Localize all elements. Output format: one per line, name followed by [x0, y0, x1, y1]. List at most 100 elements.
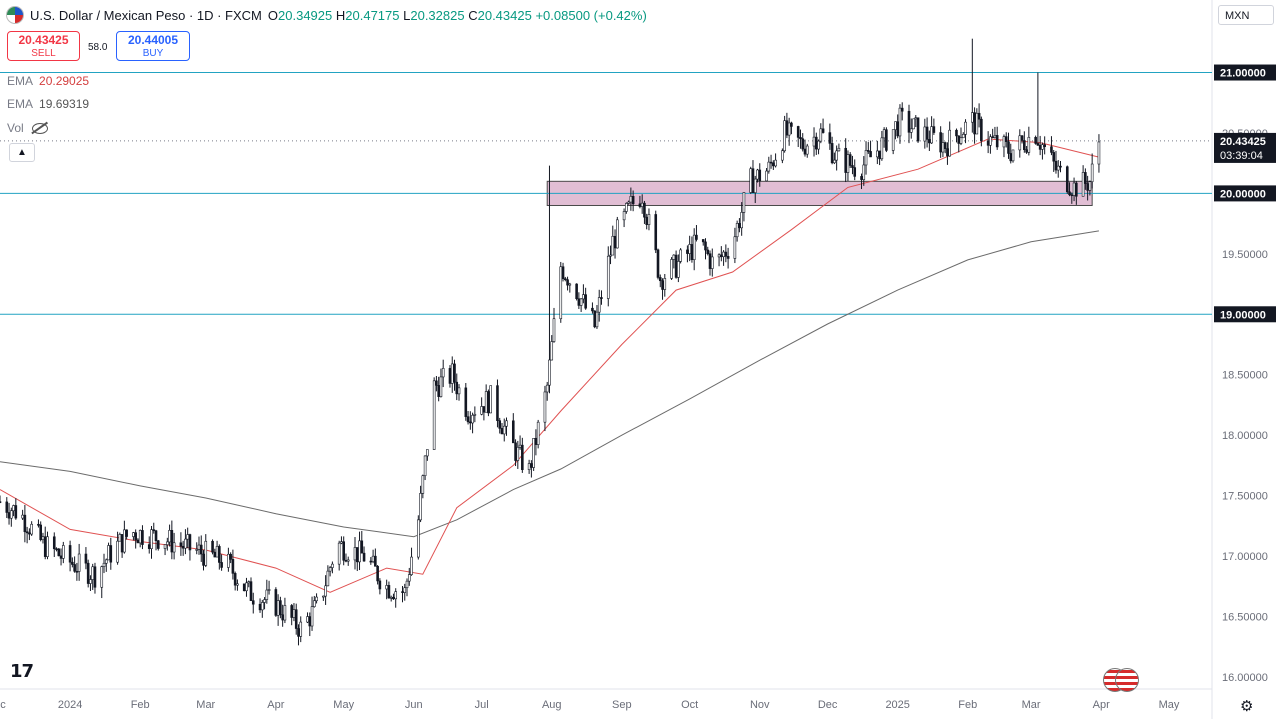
- high-value: 20.47175: [345, 7, 400, 23]
- candle-body: [218, 546, 221, 563]
- candle-body: [986, 140, 990, 146]
- candle-body: [753, 178, 757, 193]
- candle-body: [188, 534, 192, 551]
- candle-body: [448, 368, 452, 384]
- candle-body: [75, 570, 79, 573]
- candle-body: [582, 294, 585, 300]
- candle-body: [102, 562, 106, 567]
- candle-body: [686, 249, 689, 254]
- candle-body: [516, 446, 520, 461]
- candle-body: [670, 259, 673, 279]
- candle-body: [638, 203, 642, 207]
- hidden-eye-icon[interactable]: [31, 123, 48, 135]
- candle-body: [543, 391, 547, 423]
- ohlc-values: O20.34925 H20.47175 L20.32825 C20.43425 …: [268, 8, 647, 23]
- candle-body: [532, 438, 535, 468]
- candle-body: [227, 553, 230, 568]
- candle-body: [52, 536, 56, 550]
- candle-body: [925, 126, 929, 140]
- candle-body: [181, 545, 185, 549]
- candle-body: [197, 544, 201, 550]
- candle-body: [695, 234, 698, 240]
- tradingview-logo-icon[interactable]: 17: [10, 661, 34, 682]
- candle-body: [1068, 191, 1071, 196]
- candle-body: [152, 529, 156, 532]
- candle-body: [220, 562, 223, 568]
- candle-body: [767, 161, 771, 172]
- y-tick-label: 17.00000: [1222, 551, 1268, 563]
- collapse-legend-button[interactable]: ▲: [9, 143, 35, 162]
- candle-body: [701, 239, 705, 243]
- candle-body: [163, 544, 167, 549]
- buy-button[interactable]: 20.44005 BUY: [116, 31, 190, 61]
- candle-body: [817, 140, 820, 150]
- candle-body: [1027, 136, 1031, 153]
- candle-body: [482, 406, 486, 413]
- candle-body: [876, 150, 879, 158]
- candle-body: [104, 559, 108, 564]
- candle-body: [346, 559, 350, 562]
- candle-body: [134, 532, 137, 541]
- candle-body: [199, 544, 203, 555]
- candle-body: [552, 318, 556, 342]
- candle-body: [980, 118, 983, 142]
- candle-body: [362, 552, 366, 562]
- candle-body: [1088, 181, 1092, 191]
- symbol-title[interactable]: U.S. Dollar / Mexican Peso · 1D · FXCM: [30, 7, 262, 23]
- settings-gear-icon[interactable]: ⚙: [1240, 698, 1254, 715]
- candle-body: [803, 148, 807, 155]
- candle-body: [964, 121, 967, 135]
- candle-body: [550, 341, 554, 361]
- candle-body: [613, 235, 617, 249]
- candle-body: [606, 255, 610, 299]
- candle-body: [765, 170, 768, 182]
- candle-body: [437, 385, 440, 397]
- candle-body: [932, 126, 936, 133]
- candle-body: [41, 536, 45, 540]
- candle-body: [692, 234, 696, 260]
- candle-body: [279, 600, 282, 616]
- candle-body: [435, 380, 438, 386]
- candle-body: [344, 559, 348, 562]
- candle-body: [455, 381, 459, 395]
- candle-body: [708, 253, 712, 269]
- candle-body: [116, 540, 119, 563]
- candle-body: [1075, 182, 1078, 197]
- currency-selector[interactable]: MXN: [1218, 5, 1274, 25]
- candle-body: [123, 529, 126, 553]
- volume-legend[interactable]: Vol: [7, 121, 48, 135]
- candle-body: [315, 596, 318, 602]
- candle-body: [170, 530, 174, 553]
- x-tick-label: Nov: [750, 699, 770, 711]
- spread-value: 58.0: [88, 42, 108, 53]
- change-value: +0.08500 (+0.42%): [535, 7, 647, 23]
- candle-body: [912, 118, 915, 130]
- candle-body: [360, 540, 364, 554]
- x-tick-label: Sep: [612, 699, 632, 711]
- candle-body: [948, 129, 952, 157]
- candle-body: [245, 582, 248, 592]
- candle-body: [647, 214, 651, 225]
- candle-body: [426, 449, 429, 457]
- ema-fast-legend[interactable]: EMA 20.29025: [7, 74, 89, 88]
- candle-body: [215, 546, 219, 558]
- candle-body: [154, 530, 158, 542]
- candle-body: [548, 359, 551, 386]
- close-value: 20.43425: [477, 7, 532, 23]
- candle-body: [502, 425, 506, 435]
- candle-body: [787, 122, 791, 136]
- candle-body: [439, 376, 443, 397]
- x-tick-label: Apr: [1093, 699, 1110, 711]
- candle-body: [274, 589, 278, 616]
- candle-body: [405, 580, 409, 589]
- candle-body: [46, 536, 49, 557]
- ema-slow-legend[interactable]: EMA 19.69319: [7, 97, 89, 111]
- candle-body: [498, 420, 502, 429]
- candle-body: [663, 278, 667, 290]
- candle-body: [900, 107, 904, 112]
- candle-body: [955, 129, 958, 137]
- sell-button[interactable]: 20.43425 SELL: [7, 31, 80, 61]
- us-flag-icon-2[interactable]: [1115, 668, 1139, 692]
- ema-fast-value: 20.29025: [39, 74, 90, 88]
